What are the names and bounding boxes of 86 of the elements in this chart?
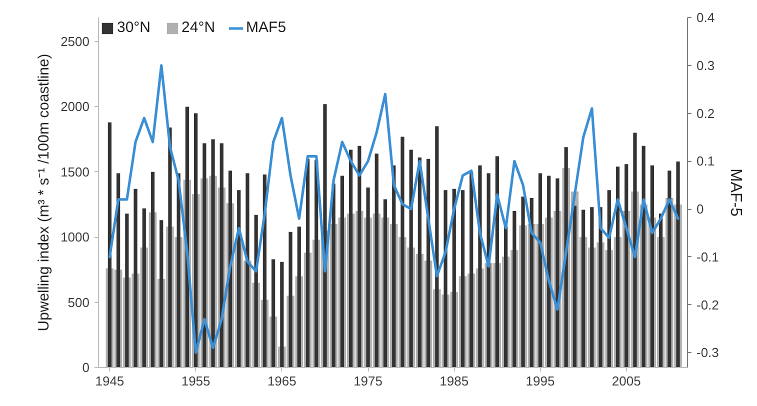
bar [116,173,120,368]
y2-tick-label: -0.1 [696,249,719,264]
bar [332,184,336,368]
bar [668,170,672,368]
y-tick-label: 2500 [60,34,90,49]
bar [581,210,586,368]
x-tick-label: 1955 [181,374,210,388]
y2-tick-label: 0.3 [696,58,715,73]
legend-label: 24°N [182,19,216,36]
y2-tick-label: -0.2 [696,297,719,312]
bar [530,198,534,368]
bar [444,190,448,368]
bar [642,146,646,368]
y-tick-label: 0 [82,360,90,375]
legend-label: 30°N [117,19,151,36]
bar [478,165,482,368]
bar [650,165,654,368]
y2-tick-label: 0 [696,202,704,217]
bar [254,214,258,368]
bar [237,190,241,368]
x-tick-label: 1965 [267,374,296,388]
y-tick-label: 1500 [60,164,90,180]
bar [228,170,232,368]
bar [538,173,542,368]
bar [521,196,525,368]
bar [150,172,155,368]
y-tick-label: 1000 [60,230,90,245]
bar [607,190,611,368]
x-tick-label: 1945 [95,374,124,388]
x-tick-label: 2005 [612,374,641,388]
bar [271,259,276,368]
bar [616,166,620,368]
x-tick-label: 1975 [354,374,382,388]
bar [624,164,628,368]
bar [435,126,439,368]
bar [572,206,577,368]
bar [366,188,370,368]
y-axis-title: Upwelling index (m³ * s⁻¹ /100m coastline) [36,54,53,332]
bar [202,143,206,368]
bar [658,214,663,368]
bar [460,190,465,368]
bar [547,176,551,368]
bar [470,172,474,368]
y2-tick-label: 0.4 [696,10,715,25]
bar [142,208,146,368]
bar [160,220,164,368]
bar [358,146,362,368]
bar [495,156,500,368]
bar [211,139,215,368]
bar [452,188,456,368]
line-series [108,64,680,354]
x-tick-label: 1985 [440,374,469,388]
bar [194,113,198,368]
bar [504,226,508,368]
bar [168,128,172,368]
bar [297,226,301,368]
bar [314,160,318,368]
bar [288,232,292,368]
bar [134,188,138,368]
bar [348,150,353,368]
y2-tick-label: 0.1 [696,154,715,169]
bar [306,158,310,368]
y-tick-label: 500 [68,294,90,310]
y-tick-label: 2000 [60,99,90,114]
bar [598,207,602,368]
bar [633,132,637,368]
bar [125,214,129,368]
bar [512,211,516,368]
bar [340,176,344,368]
bar [383,199,388,368]
bar [108,122,112,368]
bar [418,158,422,368]
bar [590,207,594,368]
y2-axis-title: MAF-5 [726,168,744,217]
bar [676,161,680,368]
bar [556,178,560,368]
legend-label: MAF5 [246,19,286,36]
bar [220,143,224,368]
y2-tick-label: 0.2 [696,106,715,121]
x-tick-label: 1995 [526,374,555,388]
bar [400,136,404,368]
bar [409,150,413,368]
bar [374,154,378,368]
y2-tick-label: -0.3 [696,345,719,360]
bar [246,173,250,368]
bar [280,262,284,368]
